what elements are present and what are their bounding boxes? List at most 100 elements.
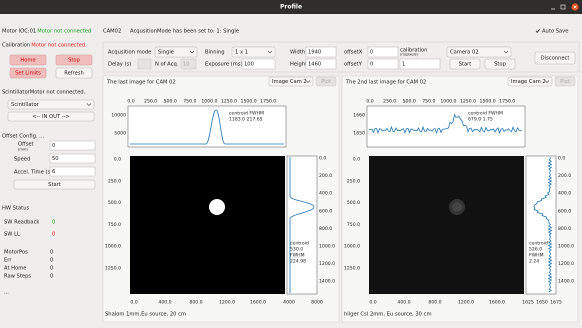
x-tick-label: 800.0 xyxy=(189,300,202,306)
y-tick-label: 10000 xyxy=(111,113,126,119)
camera-image xyxy=(130,156,285,294)
y-tick-label: 0.0 xyxy=(319,156,326,162)
field-label: Exposure (ms) xyxy=(205,62,242,68)
motor-info-label: MotorPos xyxy=(4,250,28,256)
x-tick-label: 0.0 xyxy=(130,300,137,306)
dropdown-value: 1 x 1 xyxy=(235,50,248,56)
y-tick-label: 1650 xyxy=(353,131,365,137)
y-tick-label: 750.0 xyxy=(108,222,121,228)
x-tick-label: 0.0 xyxy=(366,99,373,105)
side-label: centroid xyxy=(290,241,309,247)
beam-spot xyxy=(209,199,225,215)
x-tick-label: 1600.0 xyxy=(489,300,505,306)
camera-name: CAM02 xyxy=(103,29,121,35)
checkbox-mark[interactable] xyxy=(536,29,540,32)
x-tick-label: 1200.0 xyxy=(458,300,474,306)
text-input[interactable] xyxy=(138,59,151,69)
speed-label: Speed xyxy=(14,157,30,163)
input-value: 1940 xyxy=(308,50,321,56)
x-tick-label: 1500.0 xyxy=(480,99,496,105)
field-label: Delay (s) xyxy=(108,62,131,68)
motor-info-value: 0 xyxy=(50,250,53,256)
y-tick-label: 1200.0 xyxy=(319,261,335,267)
y-tick-label: 600.0 xyxy=(319,208,332,214)
x-tick-label: 1200.0 xyxy=(219,300,235,306)
side-label: 224.98 xyxy=(290,259,306,265)
input-value: 1460 xyxy=(308,62,321,68)
input-value: 0 xyxy=(370,62,373,68)
offset-unit: (mm) xyxy=(18,148,28,152)
field-label: N of Acq. xyxy=(155,62,179,68)
x-tick-label: 250.0 xyxy=(144,99,157,105)
x-tick-label: 0.0 xyxy=(369,300,376,306)
hw-status-title: HW Status xyxy=(2,206,30,212)
field-label: offsetY xyxy=(344,62,363,68)
y-tick-label: 400.0 xyxy=(319,191,332,197)
x-tick-label: 750.0 xyxy=(183,99,196,105)
readback-label: SW LL xyxy=(4,232,20,238)
field-label: Height xyxy=(290,62,307,68)
y-tick-label: 500.0 xyxy=(347,200,360,206)
x-tick-label: 1750.0 xyxy=(499,99,515,105)
centroid-label: centroid FWHM xyxy=(229,111,264,117)
side-label: 530.0 xyxy=(290,247,303,253)
image-caption: Shalom 1mm,Eu source, 20 cm xyxy=(105,312,186,318)
button-label: Refresh xyxy=(64,71,84,77)
input-value: 50 xyxy=(52,156,59,162)
panel-title: The last image for CAM 02 xyxy=(106,80,176,86)
motor-label: Motor IOC:01 xyxy=(2,29,36,35)
offset-config-title: Offset Config. ... xyxy=(2,134,44,140)
side-plot xyxy=(287,156,317,294)
button-label: <-- IN OUT --> xyxy=(32,114,70,120)
input-value: 0 xyxy=(370,50,373,56)
side-label: 526.0 xyxy=(529,247,542,253)
button-label: Start xyxy=(459,62,472,68)
y-tick-label: 0.0 xyxy=(558,156,565,162)
text-input[interactable] xyxy=(400,59,440,69)
y-tick-label: 600.0 xyxy=(558,208,571,214)
x-tick-label: 750.0 xyxy=(422,99,435,105)
text-input[interactable] xyxy=(50,141,95,150)
motor-info-value: 0 xyxy=(50,258,53,264)
x-tick-label: 1500.0 xyxy=(241,99,257,105)
centroid-label: centroid FWHM xyxy=(468,111,503,117)
camera-image xyxy=(369,156,524,294)
button-label: Stop xyxy=(494,62,507,68)
y-tick-label: 1400.0 xyxy=(558,279,574,285)
y-tick-label: 1660 xyxy=(353,113,365,119)
body: Profile Motor IOC:01Motor not connectedC… xyxy=(0,0,582,328)
panel-title: The 2nd last image for CAM 02 xyxy=(345,80,426,86)
image-caption: hilger CsI 2mm, Eu source, 30 cm xyxy=(344,312,432,318)
input-value: 1 xyxy=(402,62,405,68)
y-tick-label: 5000 xyxy=(114,131,126,137)
y-tick-label: 800.0 xyxy=(558,226,571,232)
motor-info-label: Err xyxy=(4,258,12,264)
window: Profile Motor IOC:01Motor not connectedC… xyxy=(0,0,582,328)
x-tick-label: 500.0 xyxy=(403,99,416,105)
dropdown-value: Scintillator xyxy=(11,102,40,108)
x-tick-label: 500.0 xyxy=(164,99,177,105)
y-tick-label: 1200.0 xyxy=(558,261,574,267)
auto-save-label: Auto Save xyxy=(542,29,568,35)
y-tick-label: 250.0 xyxy=(347,178,360,184)
side-plot xyxy=(526,156,556,294)
field-label: Width xyxy=(290,50,305,56)
button-label: Start xyxy=(48,182,61,188)
readback-label: SW Readback xyxy=(4,220,39,226)
beam-spot-core xyxy=(452,202,462,212)
text-input[interactable] xyxy=(50,167,95,176)
x-tick-label: 8000 xyxy=(311,300,323,306)
x-tick-label: 250.0 xyxy=(383,99,396,105)
x-tick-label: 1750.0 xyxy=(260,99,276,105)
x-tick-label: 1600.0 xyxy=(250,300,266,306)
x-tick-label: 1675 xyxy=(550,300,562,306)
input-value: 0 xyxy=(52,143,55,149)
field-label: Binning xyxy=(205,50,225,56)
input-value: 10 xyxy=(183,62,190,68)
dropdown-value: Image Cam 2 xyxy=(511,79,546,85)
motor-info-label: At Home xyxy=(4,266,26,272)
dropdown-value: Image Cam 2 xyxy=(272,79,307,85)
button-label: Set Limits xyxy=(15,71,41,77)
centroid-values: 679.0 1.75 xyxy=(468,117,493,123)
button-label: Plot xyxy=(560,79,570,85)
